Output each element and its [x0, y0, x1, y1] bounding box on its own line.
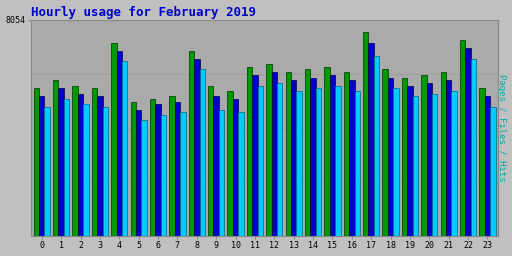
- Bar: [271, 72, 277, 236]
- Bar: [175, 102, 180, 236]
- Bar: [136, 110, 141, 236]
- Bar: [53, 80, 58, 236]
- Bar: [102, 107, 108, 236]
- Bar: [188, 51, 194, 236]
- Bar: [354, 91, 360, 236]
- Bar: [169, 96, 175, 236]
- Bar: [471, 59, 476, 236]
- Bar: [305, 69, 310, 236]
- Y-axis label: Pages / Files / Hits: Pages / Files / Hits: [498, 74, 506, 182]
- Bar: [291, 80, 296, 236]
- Bar: [388, 78, 393, 236]
- Bar: [330, 75, 335, 236]
- Bar: [369, 43, 374, 236]
- Bar: [97, 96, 102, 236]
- Bar: [252, 75, 258, 236]
- Bar: [421, 75, 426, 236]
- Bar: [432, 94, 437, 236]
- Bar: [316, 88, 321, 236]
- Bar: [194, 59, 200, 236]
- Bar: [78, 94, 83, 236]
- Bar: [72, 86, 78, 236]
- Bar: [266, 64, 271, 236]
- Bar: [111, 43, 117, 236]
- Bar: [335, 86, 340, 236]
- Bar: [413, 96, 418, 236]
- Bar: [161, 115, 166, 236]
- Bar: [238, 112, 244, 236]
- Bar: [208, 86, 214, 236]
- Bar: [131, 102, 136, 236]
- Bar: [219, 110, 224, 236]
- Bar: [296, 91, 302, 236]
- Bar: [452, 91, 457, 236]
- Bar: [233, 99, 238, 236]
- Bar: [310, 78, 316, 236]
- Bar: [363, 32, 369, 236]
- Bar: [479, 88, 485, 236]
- Bar: [344, 72, 349, 236]
- Bar: [402, 78, 407, 236]
- Bar: [227, 91, 233, 236]
- Bar: [45, 107, 50, 236]
- Bar: [200, 69, 205, 236]
- Bar: [247, 67, 252, 236]
- Bar: [374, 56, 379, 236]
- Bar: [83, 104, 89, 236]
- Bar: [426, 83, 432, 236]
- Bar: [155, 104, 161, 236]
- Bar: [92, 88, 97, 236]
- Bar: [349, 80, 354, 236]
- Bar: [277, 83, 283, 236]
- Bar: [150, 99, 155, 236]
- Bar: [485, 96, 490, 236]
- Bar: [324, 67, 330, 236]
- Bar: [393, 88, 399, 236]
- Bar: [117, 51, 122, 236]
- Bar: [122, 61, 127, 236]
- Bar: [460, 40, 465, 236]
- Bar: [180, 112, 185, 236]
- Bar: [286, 72, 291, 236]
- Text: Hourly usage for February 2019: Hourly usage for February 2019: [31, 6, 256, 18]
- Bar: [490, 107, 496, 236]
- Bar: [34, 88, 39, 236]
- Bar: [407, 86, 413, 236]
- Bar: [382, 69, 388, 236]
- Bar: [58, 88, 64, 236]
- Bar: [446, 80, 452, 236]
- Bar: [39, 96, 45, 236]
- Bar: [214, 96, 219, 236]
- Bar: [64, 99, 69, 236]
- Bar: [465, 48, 471, 236]
- Bar: [141, 121, 147, 236]
- Bar: [258, 86, 263, 236]
- Bar: [440, 72, 446, 236]
